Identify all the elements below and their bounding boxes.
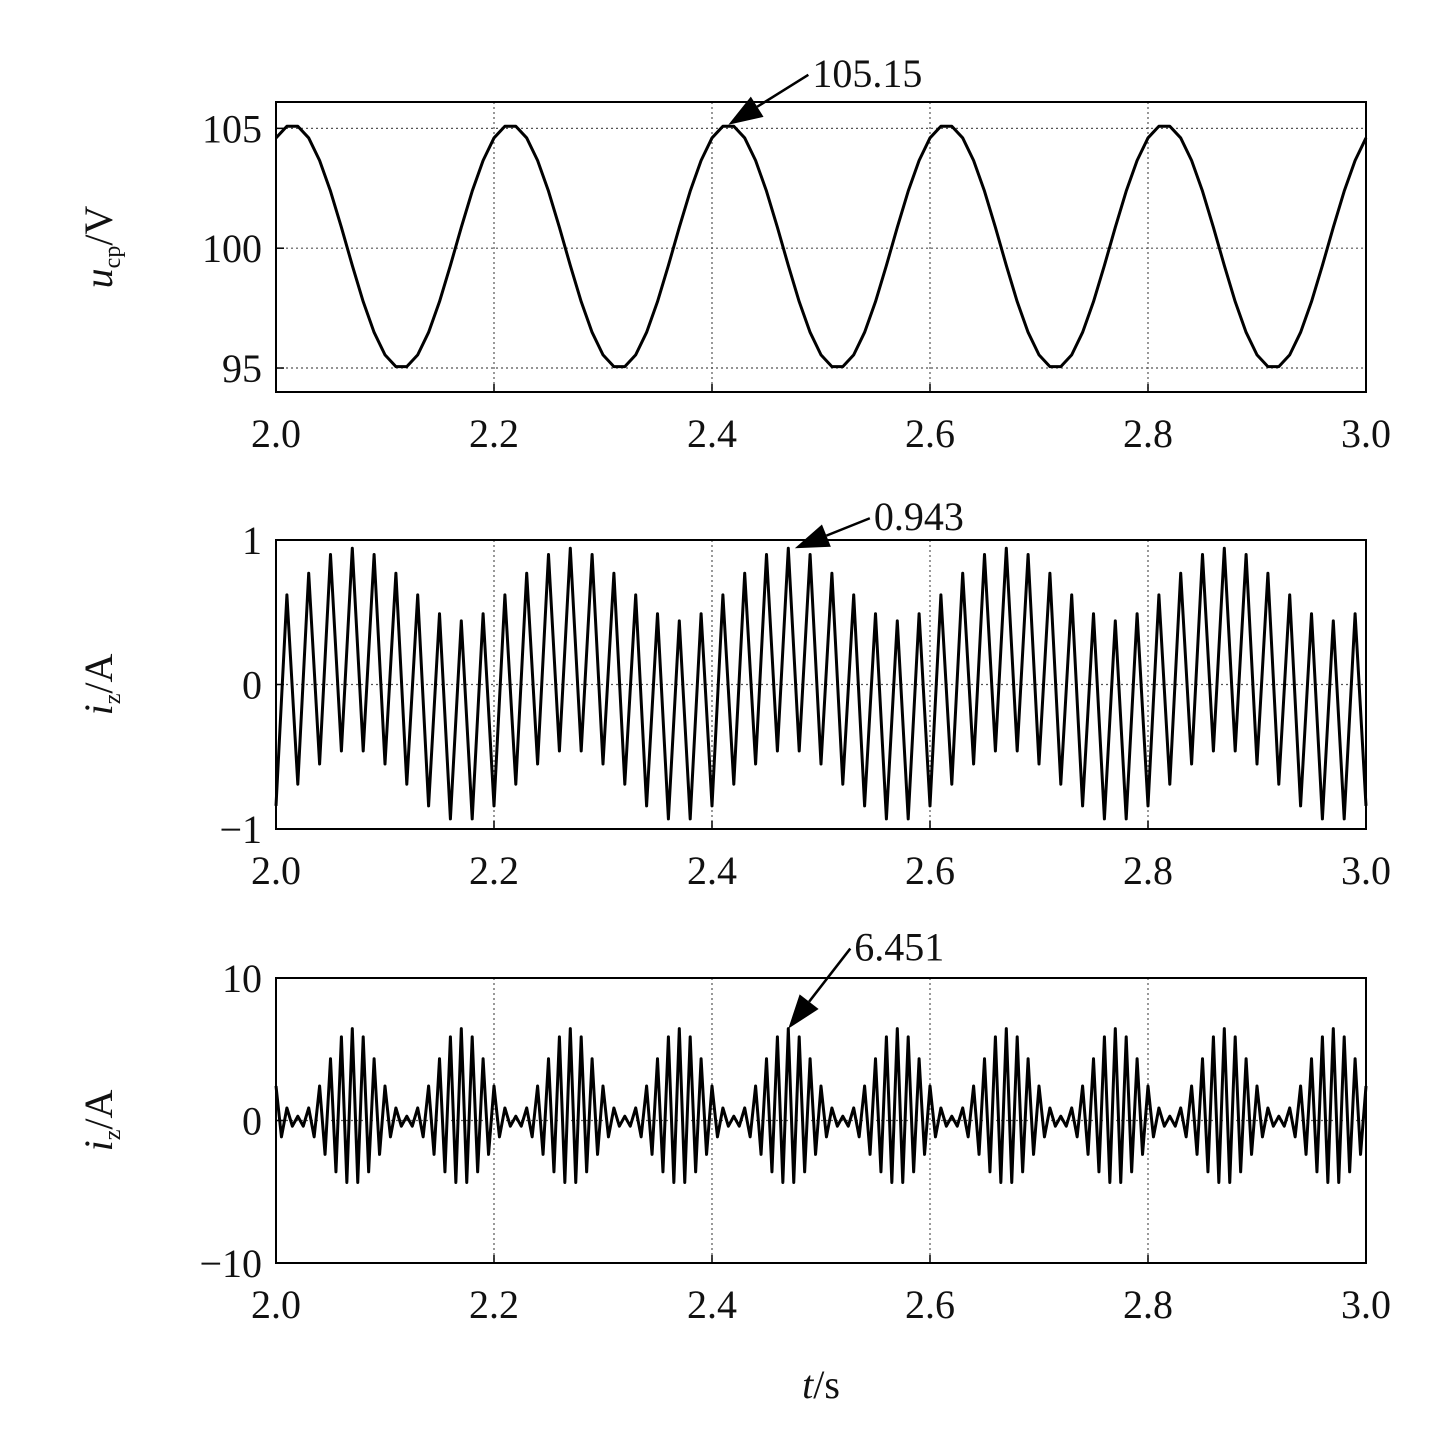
x-tick-label: 2.8 xyxy=(1123,411,1173,456)
y-tick-label: 105 xyxy=(202,106,262,151)
x-label-unit: /s xyxy=(813,1362,840,1407)
x-label-symbol: t xyxy=(802,1362,814,1407)
y-tick-label: −10 xyxy=(199,1241,262,1286)
y-tick-label: 10 xyxy=(222,956,262,1001)
y-tick-label: −1 xyxy=(219,807,262,852)
x-tick-label: 2.2 xyxy=(469,1282,519,1327)
annotation-arrow-head xyxy=(728,96,764,125)
y-label-unit: /A xyxy=(76,1089,121,1129)
y-label-unit: /V xyxy=(76,206,121,246)
y-tick-label: 100 xyxy=(202,226,262,271)
x-tick-label: 3.0 xyxy=(1341,848,1391,893)
x-tick-label: 3.0 xyxy=(1341,1282,1391,1327)
y-label-subscript: cp xyxy=(100,246,126,269)
plot-frame xyxy=(275,977,1367,1264)
y-axis-label: ucp/V xyxy=(76,206,126,289)
x-tick-label: 3.0 xyxy=(1341,411,1391,456)
x-tick-label: 2.4 xyxy=(687,848,737,893)
y-label-symbol: i xyxy=(76,1140,121,1151)
x-tick-label: 2.4 xyxy=(687,411,737,456)
x-tick-label: 2.8 xyxy=(1123,848,1173,893)
y-label-subscript: z xyxy=(100,694,126,705)
data-line xyxy=(274,546,1368,821)
x-tick-label: 2.2 xyxy=(469,848,519,893)
y-axis-label: iz/A xyxy=(76,653,126,715)
x-tick-label: 2.0 xyxy=(251,848,301,893)
data-line xyxy=(274,124,1368,369)
annotation-arrow-shaft xyxy=(825,517,871,537)
annotation-arrow-shaft xyxy=(808,947,852,1003)
x-tick-label: 2.0 xyxy=(251,411,301,456)
x-tick-label: 2.6 xyxy=(905,1282,955,1327)
x-tick-label: 2.2 xyxy=(469,411,519,456)
x-tick-label: 2.6 xyxy=(905,848,955,893)
annotation-arrow-head xyxy=(788,994,819,1029)
plot-frame xyxy=(275,101,1367,393)
annotation-arrow-shaft xyxy=(756,73,810,108)
y-label-unit: /A xyxy=(76,653,121,693)
y-label-symbol: u xyxy=(76,268,121,288)
data-line xyxy=(274,1027,1368,1184)
y-tick-label: 0 xyxy=(242,1099,262,1144)
x-tick-label: 2.6 xyxy=(905,411,955,456)
y-tick-label: 0 xyxy=(242,663,262,708)
y-label-symbol: i xyxy=(76,704,121,715)
y-tick-label: 1 xyxy=(242,518,262,563)
y-label-subscript: z xyxy=(100,1130,126,1141)
y-tick-label: 95 xyxy=(222,346,262,391)
x-axis-label: t/s xyxy=(802,1362,840,1407)
annotation-label: 105.15 xyxy=(812,51,922,96)
annotation-label: 0.943 xyxy=(874,494,964,539)
x-tick-label: 2.8 xyxy=(1123,1282,1173,1327)
x-tick-label: 2.4 xyxy=(687,1282,737,1327)
annotation-arrow-head xyxy=(794,524,831,549)
annotation-label: 6.451 xyxy=(854,925,944,970)
y-axis-label: iz/A xyxy=(76,1089,126,1151)
x-tick-label: 2.0 xyxy=(251,1282,301,1327)
